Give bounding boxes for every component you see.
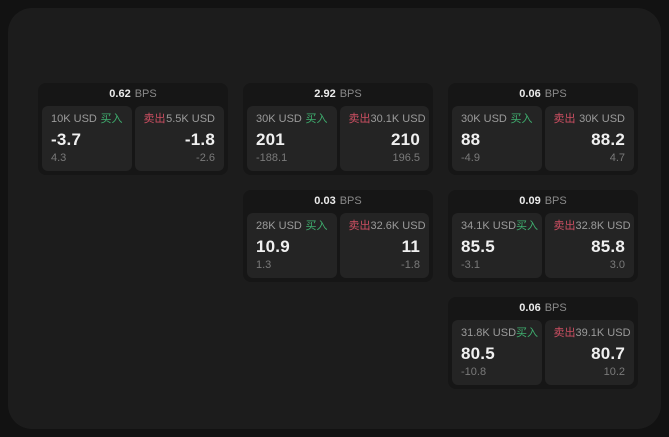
buy-size: 31.8K USD <box>461 327 517 339</box>
sell-size: 39.1K USD <box>575 327 631 339</box>
sell-price: 85.8 <box>591 237 625 256</box>
sell-price: 210 <box>391 130 420 149</box>
buy-panel[interactable]: 30K USD 买入 88 -4.9 <box>452 106 542 171</box>
buy-size: 30K USD <box>256 113 302 125</box>
sell-label: 卖出 <box>553 327 576 339</box>
bps-unit-label: BPS <box>544 88 567 100</box>
main-panel: 0.62 BPS 10K USD 买入 -3.7 4.3 卖出 5.5K USD <box>8 8 661 429</box>
buy-change: -3.1 <box>461 259 480 271</box>
buy-size: 10K USD <box>51 113 97 125</box>
buy-price: 80.5 <box>461 344 495 363</box>
buy-change: 4.3 <box>51 152 67 164</box>
sell-change: 4.7 <box>609 152 625 164</box>
card-header: 0.09 BPS <box>448 190 638 213</box>
buy-price: 201 <box>256 130 285 149</box>
quote-card-4: 0.03 BPS 28K USD 买入 10.9 1.3 卖出 32.6K US… <box>243 190 433 282</box>
card-body: 30K USD 买入 88 -4.9 卖出 30K USD 88.2 4.7 <box>448 106 638 175</box>
buy-panel[interactable]: 10K USD 买入 -3.7 4.3 <box>42 106 132 171</box>
bps-value: 0.06 <box>519 302 541 314</box>
quote-card-1: 0.62 BPS 10K USD 买入 -3.7 4.3 卖出 5.5K USD <box>38 83 228 175</box>
buy-label: 买入 <box>516 220 539 232</box>
buy-price: 10.9 <box>256 237 290 256</box>
buy-panel[interactable]: 30K USD 买入 201 -188.1 <box>247 106 337 171</box>
bps-value: 0.06 <box>519 88 541 100</box>
sell-label: 卖出 <box>143 113 166 125</box>
buy-label: 买入 <box>100 113 123 125</box>
quote-card-6: 0.06 BPS 31.8K USD 买入 80.5 -10.8 卖出 39.1… <box>448 297 638 389</box>
sell-change: 196.5 <box>392 152 420 164</box>
sell-price: 88.2 <box>591 130 625 149</box>
buy-size: 34.1K USD <box>461 220 517 232</box>
quote-card-2: 2.92 BPS 30K USD 买入 201 -188.1 卖出 30.1K … <box>243 83 433 175</box>
sell-size: 30K USD <box>579 113 625 125</box>
sell-size: 32.6K USD <box>370 220 426 232</box>
sell-size: 5.5K USD <box>166 113 215 125</box>
sell-panel[interactable]: 卖出 39.1K USD 80.7 10.2 <box>544 320 634 385</box>
sell-change: 10.2 <box>603 366 625 378</box>
card-header: 0.06 BPS <box>448 83 638 106</box>
bps-value: 0.03 <box>314 195 336 207</box>
buy-price: 88 <box>461 130 481 149</box>
sell-label: 卖出 <box>348 220 371 232</box>
sell-label: 卖出 <box>553 113 576 125</box>
bps-unit-label: BPS <box>339 88 362 100</box>
buy-panel[interactable]: 28K USD 买入 10.9 1.3 <box>247 213 337 278</box>
card-body: 30K USD 买入 201 -188.1 卖出 30.1K USD 210 1… <box>243 106 433 175</box>
card-header: 0.62 BPS <box>38 83 228 106</box>
buy-panel[interactable]: 31.8K USD 买入 80.5 -10.8 <box>452 320 542 385</box>
bps-unit-label: BPS <box>134 88 157 100</box>
sell-price: -1.8 <box>184 130 215 149</box>
bps-value: 0.62 <box>109 88 131 100</box>
sell-price: 11 <box>401 237 420 256</box>
bps-unit-label: BPS <box>339 195 362 207</box>
buy-panel[interactable]: 34.1K USD 买入 85.5 -3.1 <box>452 213 542 278</box>
bps-unit-label: BPS <box>544 302 567 314</box>
sell-change: -1.8 <box>401 259 420 271</box>
buy-label: 买入 <box>510 113 533 125</box>
buy-price: -3.7 <box>51 130 82 149</box>
bps-unit-label: BPS <box>544 195 567 207</box>
sell-change: 3.0 <box>609 259 625 271</box>
buy-price: 85.5 <box>461 237 495 256</box>
sell-panel[interactable]: 卖出 5.5K USD -1.8 -2.6 <box>134 106 224 171</box>
card-header: 2.92 BPS <box>243 83 433 106</box>
bps-value: 0.09 <box>519 195 541 207</box>
buy-change: 1.3 <box>256 259 272 271</box>
quote-card-3: 0.06 BPS 30K USD 买入 88 -4.9 卖出 30K USD <box>448 83 638 175</box>
sell-size: 32.8K USD <box>575 220 631 232</box>
sell-panel[interactable]: 卖出 32.8K USD 85.8 3.0 <box>544 213 634 278</box>
buy-change: -188.1 <box>256 152 288 164</box>
sell-change: -2.6 <box>196 152 215 164</box>
quotes-grid: 0.62 BPS 10K USD 买入 -3.7 4.3 卖出 5.5K USD <box>38 83 638 389</box>
sell-panel[interactable]: 卖出 30.1K USD 210 196.5 <box>339 106 429 171</box>
buy-label: 买入 <box>305 220 328 232</box>
buy-change: -4.9 <box>461 152 480 164</box>
buy-size: 28K USD <box>256 220 302 232</box>
bps-value: 2.92 <box>314 88 336 100</box>
card-header: 0.03 BPS <box>243 190 433 213</box>
buy-label: 买入 <box>305 113 328 125</box>
sell-price: 80.7 <box>591 344 625 363</box>
buy-label: 买入 <box>516 327 539 339</box>
card-body: 31.8K USD 买入 80.5 -10.8 卖出 39.1K USD 80.… <box>448 320 638 389</box>
sell-panel[interactable]: 卖出 32.6K USD 11 -1.8 <box>339 213 429 278</box>
buy-size: 30K USD <box>461 113 507 125</box>
sell-label: 卖出 <box>553 220 576 232</box>
quote-card-5: 0.09 BPS 34.1K USD 买入 85.5 -3.1 卖出 32.8K… <box>448 190 638 282</box>
card-body: 10K USD 买入 -3.7 4.3 卖出 5.5K USD -1.8 -2.… <box>38 106 228 175</box>
sell-panel[interactable]: 卖出 30K USD 88.2 4.7 <box>544 106 634 171</box>
card-body: 34.1K USD 买入 85.5 -3.1 卖出 32.8K USD 85.8… <box>448 213 638 282</box>
sell-label: 卖出 <box>348 113 371 125</box>
card-header: 0.06 BPS <box>448 297 638 320</box>
card-body: 28K USD 买入 10.9 1.3 卖出 32.6K USD 11 -1.8 <box>243 213 433 282</box>
sell-size: 30.1K USD <box>370 113 426 125</box>
buy-change: -10.8 <box>461 366 487 378</box>
